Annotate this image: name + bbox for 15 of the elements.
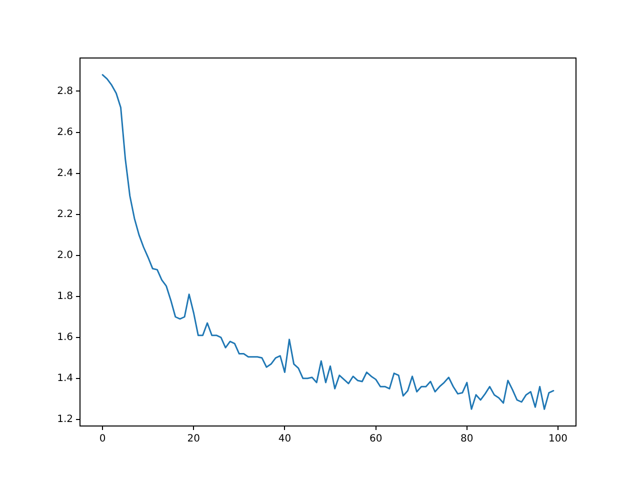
y-tick-label: 1.8 [57,290,73,302]
x-tick-label: 80 [460,434,474,445]
y-tick-label: 1.4 [57,373,73,384]
y-tick-label: 1.2 [57,414,73,426]
x-tick-label: 20 [187,434,200,445]
x-tick-label: 0 [99,434,106,445]
x-tick-label: 100 [548,434,568,445]
x-tick-label: 60 [369,434,382,445]
y-tick-label: 1.6 [57,332,73,343]
y-tick-label: 2.0 [57,250,73,261]
x-tick-label: 40 [278,434,292,445]
y-tick-label: 2.6 [57,126,73,138]
y-tick-label: 2.4 [57,168,73,179]
y-tick-label: 2.8 [57,86,73,97]
y-tick-label: 2.2 [57,208,73,220]
